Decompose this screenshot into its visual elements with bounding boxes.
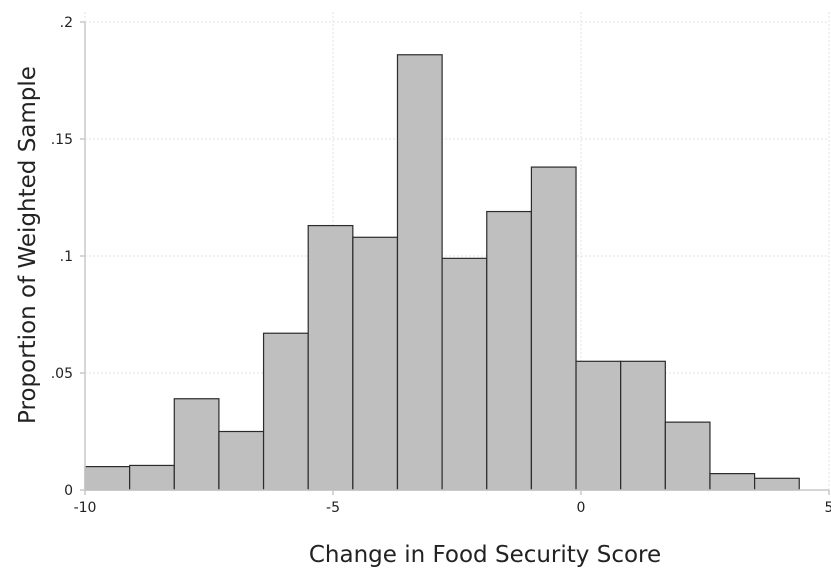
histogram-bar xyxy=(753,477,800,491)
histogram-bar xyxy=(307,224,354,491)
x-axis-title: Change in Food Security Score xyxy=(308,542,662,568)
histogram-bars xyxy=(84,54,800,491)
histogram-bar xyxy=(486,210,533,491)
y-axis-title: Proportion of Weighted Sample xyxy=(15,66,41,424)
histogram-bar xyxy=(352,236,399,491)
y-tick-label: .1 xyxy=(60,249,73,265)
histogram-bar xyxy=(530,166,577,491)
y-tick-label: .2 xyxy=(60,15,73,31)
x-tick-label: 5 xyxy=(825,500,831,516)
x-tick-label: 0 xyxy=(577,500,586,516)
histogram-bar xyxy=(218,430,265,491)
axes xyxy=(80,21,830,495)
histogram-bar xyxy=(664,421,711,491)
histogram-bar xyxy=(396,54,443,491)
histogram-bar xyxy=(84,466,131,491)
histogram-bar xyxy=(129,464,175,491)
histogram-bar xyxy=(709,473,756,491)
y-tick-label: 0 xyxy=(64,483,73,499)
histogram-bar xyxy=(173,398,220,491)
histogram-bar xyxy=(441,257,488,491)
y-tick-label: .15 xyxy=(51,132,73,148)
tick-labels: 0 .05 .1 .15 .2 -10 -5 0 5 xyxy=(51,15,831,516)
histogram-bar xyxy=(620,360,666,491)
histogram-bar xyxy=(262,332,309,491)
x-tick-label: -10 xyxy=(74,500,97,516)
histogram-bar xyxy=(575,360,622,491)
y-tick-label: .05 xyxy=(51,366,73,382)
x-tick-label: -5 xyxy=(326,500,340,516)
